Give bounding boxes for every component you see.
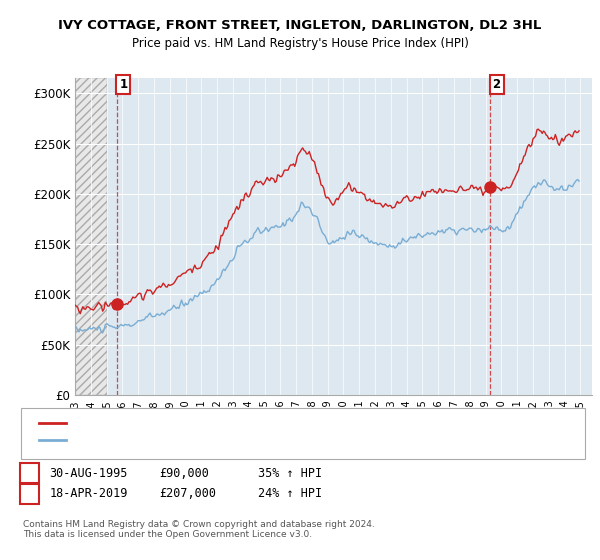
Text: 24% ↑ HPI: 24% ↑ HPI bbox=[258, 487, 322, 501]
Text: IVY COTTAGE, FRONT STREET, INGLETON, DARLINGTON, DL2 3HL (detached house): IVY COTTAGE, FRONT STREET, INGLETON, DAR… bbox=[71, 418, 486, 428]
Text: Contains HM Land Registry data © Crown copyright and database right 2024.
This d: Contains HM Land Registry data © Crown c… bbox=[23, 520, 374, 539]
Text: 18-APR-2019: 18-APR-2019 bbox=[49, 487, 128, 501]
Text: Price paid vs. HM Land Registry's House Price Index (HPI): Price paid vs. HM Land Registry's House … bbox=[131, 36, 469, 50]
Text: £207,000: £207,000 bbox=[159, 487, 216, 501]
Text: IVY COTTAGE, FRONT STREET, INGLETON, DARLINGTON, DL2 3HL: IVY COTTAGE, FRONT STREET, INGLETON, DAR… bbox=[58, 18, 542, 32]
Text: HPI: Average price, detached house, County Durham: HPI: Average price, detached house, Coun… bbox=[71, 435, 334, 445]
Bar bbox=[75, 78, 107, 395]
Text: 1: 1 bbox=[26, 466, 33, 480]
Text: 35% ↑ HPI: 35% ↑ HPI bbox=[258, 466, 322, 480]
Text: £90,000: £90,000 bbox=[159, 466, 209, 480]
Text: 1: 1 bbox=[119, 78, 128, 91]
Text: 30-AUG-1995: 30-AUG-1995 bbox=[49, 466, 128, 480]
Text: 2: 2 bbox=[493, 78, 500, 91]
Text: 2: 2 bbox=[26, 487, 33, 501]
